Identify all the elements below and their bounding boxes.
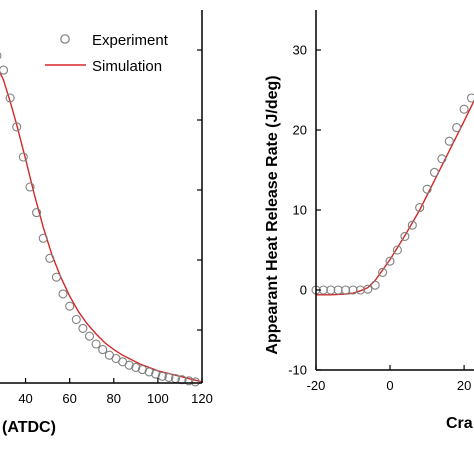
left-x-tick-label: 100	[147, 391, 169, 406]
left-plot-marks	[0, 52, 203, 387]
right-x-tick-label: 20	[457, 378, 471, 393]
left-experiment-point	[45, 253, 55, 263]
left-experiment-point	[151, 369, 161, 379]
left-experiment-point	[164, 372, 174, 382]
right-experiment-point	[444, 136, 454, 146]
left-experiment-point	[18, 152, 28, 162]
left-x-ticks: 20406080100120	[18, 49, 213, 406]
right-y-tick-label: 10	[293, 203, 307, 218]
right-chart: -20 0 20 -10 0 10 20 30 Appearant Heat Release …	[264, 10, 474, 432]
right-experiment-point	[466, 93, 474, 103]
left-experiment-point	[124, 360, 134, 370]
left-experiment-point	[137, 365, 147, 375]
left-simulation-line	[0, 70, 203, 383]
right-experiment-point	[385, 256, 395, 266]
legend-experiment-marker	[60, 34, 70, 44]
left-experiment-point	[144, 367, 154, 377]
left-experiment-point	[0, 52, 2, 60]
left-experiment-point	[0, 65, 9, 75]
left-x-tick-label: 60	[62, 391, 76, 406]
right-y-axis-label: Appearant Heat Release Rate (J/deg)	[264, 75, 281, 354]
left-x-tick-label: 120	[191, 391, 213, 406]
right-experiment-point	[415, 203, 425, 213]
right-experiment-point	[341, 285, 351, 295]
left-x-tick-label: 40	[18, 391, 32, 406]
right-axis-ticks: -20 0 20 -10 0 10 20 30	[288, 43, 471, 394]
left-experiment-point	[78, 323, 88, 333]
left-experiment-point	[190, 377, 200, 387]
right-experiment-point	[326, 285, 336, 295]
right-y-tick-label: 30	[293, 43, 307, 58]
left-experiment-point	[51, 272, 61, 282]
right-x-tick-label: -20	[307, 378, 326, 393]
left-experiment-point	[58, 289, 68, 299]
right-experiment-point	[363, 284, 373, 294]
left-experiment-point	[12, 122, 22, 132]
left-experiment-point	[71, 314, 81, 325]
right-experiment-point	[378, 267, 388, 277]
legend-experiment-label: Experiment	[92, 32, 169, 49]
right-experiment-point	[429, 167, 440, 177]
right-experiment-point	[400, 231, 410, 241]
left-x-axis-label: (ATDC)	[2, 419, 56, 436]
left-experiment-point	[131, 362, 141, 372]
left-x-tick-label: 80	[107, 391, 121, 406]
right-experiment-point	[370, 280, 380, 290]
left-experiment-point	[98, 345, 108, 355]
right-x-axis-label: Cra	[446, 415, 473, 432]
right-plot-marks	[311, 93, 474, 296]
right-y-tick-label: 20	[293, 123, 307, 138]
left-chart: 20406080100120 (ATDC) Experiment Simulat…	[0, 10, 213, 436]
left-experiment-point	[84, 331, 95, 341]
left-experiment-point	[25, 182, 35, 192]
left-experiment-point	[184, 376, 194, 386]
right-experiment-point	[333, 285, 343, 295]
right-experiment-point	[392, 245, 402, 255]
right-experiment-point	[437, 154, 447, 164]
right-x-tick-label: 0	[386, 378, 393, 393]
right-experiment-point	[452, 123, 462, 133]
right-experiment-point	[348, 285, 358, 295]
right-experiment-point	[459, 104, 469, 114]
left-experiment-point	[5, 93, 15, 103]
right-experiment-point	[407, 220, 417, 230]
legend-simulation-label: Simulation	[92, 58, 162, 75]
legend: Experiment Simulation	[45, 32, 169, 75]
right-experiment-point	[422, 184, 432, 194]
left-experiment-point	[38, 233, 48, 243]
left-experiment-point	[91, 339, 101, 349]
right-y-tick-label: -10	[288, 363, 307, 378]
left-experiment-point	[65, 301, 75, 311]
right-simulation-line	[316, 99, 474, 296]
left-experiment-point	[32, 208, 42, 218]
left-experiment-point	[157, 371, 167, 381]
right-y-tick-label: 0	[300, 283, 307, 298]
